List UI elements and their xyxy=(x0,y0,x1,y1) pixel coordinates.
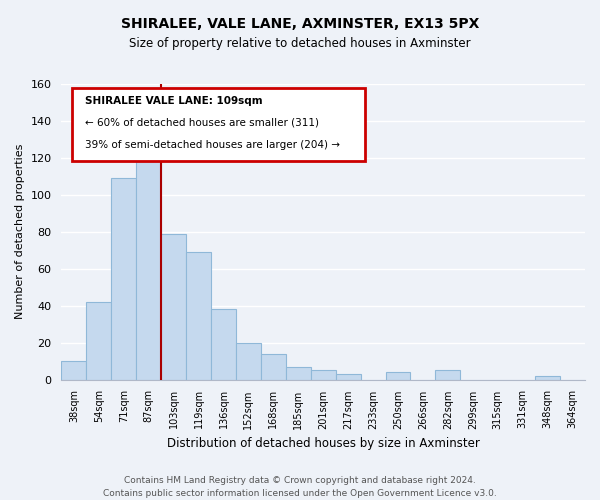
Y-axis label: Number of detached properties: Number of detached properties xyxy=(15,144,25,320)
Bar xyxy=(211,310,236,380)
Bar xyxy=(86,302,111,380)
Bar xyxy=(386,372,410,380)
Bar xyxy=(61,361,86,380)
Text: Size of property relative to detached houses in Axminster: Size of property relative to detached ho… xyxy=(129,38,471,51)
Bar xyxy=(436,370,460,380)
Bar xyxy=(261,354,286,380)
FancyBboxPatch shape xyxy=(72,88,365,161)
Bar xyxy=(286,366,311,380)
Text: SHIRALEE, VALE LANE, AXMINSTER, EX13 5PX: SHIRALEE, VALE LANE, AXMINSTER, EX13 5PX xyxy=(121,18,479,32)
Bar xyxy=(535,376,560,380)
Bar xyxy=(311,370,335,380)
Text: SHIRALEE VALE LANE: 109sqm: SHIRALEE VALE LANE: 109sqm xyxy=(85,96,263,106)
Bar xyxy=(335,374,361,380)
Bar xyxy=(236,342,261,380)
Text: 39% of semi-detached houses are larger (204) →: 39% of semi-detached houses are larger (… xyxy=(85,140,340,150)
Bar xyxy=(111,178,136,380)
X-axis label: Distribution of detached houses by size in Axminster: Distribution of detached houses by size … xyxy=(167,437,479,450)
Bar xyxy=(136,156,161,380)
Bar xyxy=(161,234,186,380)
Text: ← 60% of detached houses are smaller (311): ← 60% of detached houses are smaller (31… xyxy=(85,118,319,128)
Bar xyxy=(186,252,211,380)
Text: Contains HM Land Registry data © Crown copyright and database right 2024.
Contai: Contains HM Land Registry data © Crown c… xyxy=(103,476,497,498)
